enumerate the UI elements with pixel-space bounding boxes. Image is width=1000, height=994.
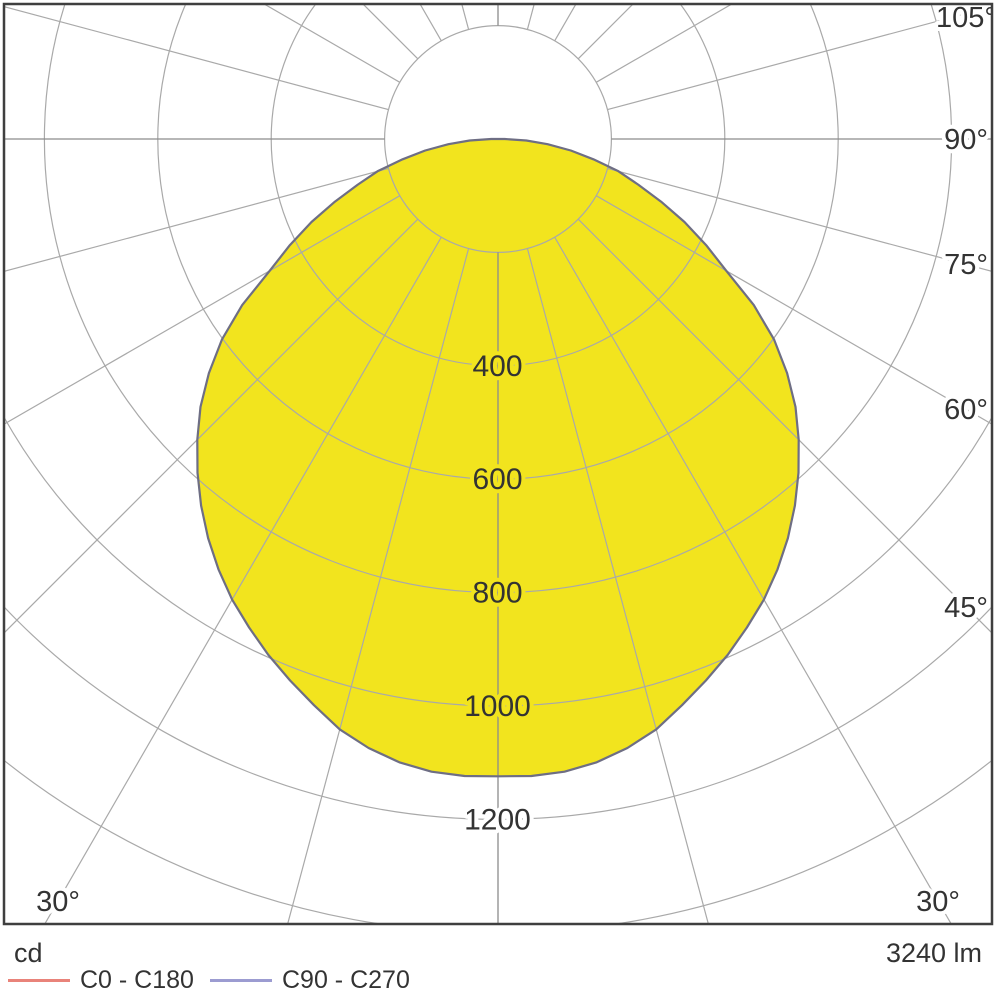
ring-label: 1000 <box>464 690 531 723</box>
grid-ray <box>0 0 389 110</box>
legend: C0 - C180 C90 - C270 <box>0 969 1000 992</box>
legend-label-c90-c270: C90 - C270 <box>282 969 410 992</box>
polar-intensity-chart: 400 600 800 1000 1200 105° 90° 75° 60° 45° 30° 30° <box>0 0 1000 932</box>
ring-label: 400 <box>472 350 522 383</box>
legend-item-c90-c270: C90 - C270 <box>210 969 410 992</box>
angle-label: 45° <box>944 592 988 624</box>
grid-ray <box>555 0 1000 41</box>
angle-label: 30° <box>916 886 960 918</box>
ring-label: 1200 <box>464 803 531 836</box>
angle-label: 90° <box>944 124 988 156</box>
polar-chart-svg: 400 600 800 1000 1200 105° 90° 75° 60° 45° 30° 30° <box>0 0 1000 932</box>
legend-line-c90-c270 <box>210 979 272 982</box>
ring-label: 600 <box>472 463 522 496</box>
grid-ray <box>0 0 400 82</box>
grid-ray <box>0 0 418 59</box>
units-label: cd <box>14 938 43 969</box>
angle-label: 30° <box>36 886 80 918</box>
plot-area: 400 600 800 1000 1200 105° 90° 75° 60° 45° 30° 30° <box>0 0 1000 932</box>
grid-ray <box>0 0 441 41</box>
legend-label-c0-c180: C0 - C180 <box>80 969 194 992</box>
angle-label: 105° <box>936 2 996 34</box>
legend-line-c0-c180 <box>8 979 70 982</box>
legend-item-c0-c180: C0 - C180 <box>8 969 194 992</box>
angle-label: 60° <box>944 394 988 426</box>
angle-label: 75° <box>944 249 988 281</box>
luminous-flux-label: 3240 lm <box>886 938 982 969</box>
ring-label: 800 <box>472 577 522 610</box>
